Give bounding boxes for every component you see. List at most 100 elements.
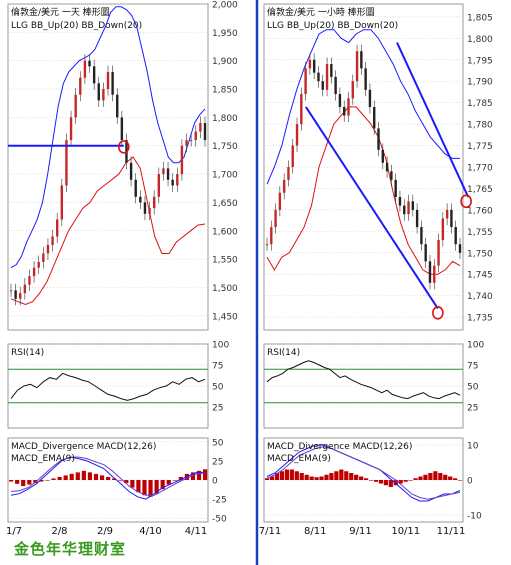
left-macd-hist-bar [160, 480, 165, 490]
right-price-candle-body [385, 162, 389, 172]
right-macd-y-tick-label: 10 [467, 442, 479, 452]
left-price-y-tick-label: 1,950 [212, 29, 238, 39]
left-price-bb-up-line [10, 6, 206, 269]
right-price-candle-body [458, 244, 462, 253]
left-price-candle-body [69, 117, 73, 141]
left-price-y-tick-label: 1,450 [212, 312, 238, 322]
right-macd-hist-bar [294, 471, 299, 480]
left-price-candle-body [143, 202, 147, 214]
right-macd-hist-bar [448, 476, 453, 480]
right-price-y-tick-label: 1,765 [467, 185, 493, 195]
right-price-candle-body [450, 209, 453, 228]
left-macd-panel: 50 25 0 -25 -50 MACD_Divergence MACD(12,26) MA… [7, 437, 227, 525]
left-macd-hist-bar [39, 480, 44, 482]
left-x-tick-label: 4/10 [139, 526, 161, 537]
right-macd-hist-bar [423, 474, 428, 480]
left-price-y-tick-label: 1,900 [212, 57, 238, 67]
left-macd-hist-bar [99, 475, 105, 480]
left-macd-hist-bar [33, 480, 38, 484]
right-price-candle-body [437, 239, 440, 266]
left-price-candle-body [79, 77, 82, 95]
right-price-y-tick-label: 1,785 [467, 99, 493, 109]
right-macd-hist-bar [368, 480, 374, 481]
left-price-candle-body [92, 66, 96, 84]
right-macd-hist-bar [388, 480, 393, 487]
right-price-legend: LLG BB_Up(20) BB_Down(20) [267, 21, 398, 31]
right-macd-hist-bar [279, 471, 285, 480]
right-x-tick-label: 8/11 [304, 526, 326, 537]
left-price-candle-body [189, 140, 193, 142]
right-x-tick-label: 10/11 [391, 526, 420, 537]
left-price-candle-body [28, 276, 31, 285]
left-macd-hist-bar [178, 476, 183, 480]
left-price-y-tick-label: 1,650 [212, 199, 238, 209]
left-price-candle-body [134, 179, 137, 197]
right-price-candle-body [291, 145, 294, 167]
right-price-highlight-circle [460, 194, 472, 209]
right-macd-hist-bar [403, 480, 408, 482]
right-price-y-tick-label: 1,775 [467, 142, 493, 152]
right-price-candle-body [325, 64, 329, 90]
right-price-candle-body [334, 76, 337, 95]
left-price-candle-body [152, 196, 156, 209]
right-price-candle-body [343, 106, 346, 116]
left-macd-hist-bar [21, 480, 26, 487]
right-rsi-y-tick-label: 50 [467, 383, 479, 393]
right-price-candle-body [368, 89, 372, 107]
right-price-candle-body [420, 227, 423, 245]
left-price-candle-body [55, 219, 59, 237]
right-rsi-y-tick-label: 25 [467, 404, 478, 414]
left-x-tick-label: 1/7 [6, 526, 22, 537]
left-macd-macd-line [10, 456, 205, 500]
left-price-candle-body [42, 253, 45, 262]
right-price-candle-body [398, 197, 402, 206]
right-price-bb-up-line [266, 29, 460, 185]
left-macd-hist-bar [148, 480, 153, 497]
right-macd-hist-bar [304, 474, 309, 480]
right-price-candle-body [424, 244, 427, 262]
right-macd-hist-bar [349, 473, 354, 480]
right-price-candle-body [300, 94, 303, 125]
right-macd-hist-bar [274, 473, 280, 480]
left-macd-title: MACD_Divergence MACD(12,26) [11, 442, 156, 452]
right-price-candle-body [308, 59, 312, 69]
right-macd-panel: 10 0 -10 MACD_Divergence MACD(12,26) MACD_EM… [263, 437, 482, 523]
right-price-y-tick-label: 1,750 [467, 249, 493, 259]
left-price-candle-body [162, 168, 165, 175]
left-price-candle-body [176, 174, 179, 186]
right-macd-hist-bar [408, 480, 413, 481]
right-macd-hist-bar [359, 476, 364, 480]
right-price-candle-body [445, 209, 449, 219]
left-macd-hist-bar [136, 480, 141, 493]
right-price-candle-body [433, 265, 436, 283]
left-price-y-tick-label: 1,850 [212, 86, 238, 96]
left-macd-hist-bar [75, 472, 80, 480]
left-price-candle-body [116, 94, 119, 118]
right-price-candle-body [278, 192, 282, 210]
left-macd-y-tick-label: -50 [212, 515, 227, 525]
left-price-candle-body [74, 94, 77, 118]
right-macd-hist-bar [453, 478, 458, 480]
left-macd-hist-bar [15, 480, 20, 484]
right-x-tick-label: 9/11 [349, 526, 371, 537]
left-x-axis-labels: 1/7 2/8 2/9 4/10 4/11 [6, 526, 207, 537]
right-macd-hist-bar [393, 480, 398, 486]
left-price-candle-body [203, 123, 207, 141]
right-x-axis-labels: 7/11 8/11 9/11 10/11 11/11 [259, 526, 466, 537]
right-macd-hist-bar [329, 473, 334, 480]
left-macd-y-tick-label: 50 [212, 438, 224, 448]
right-macd-ema-line [266, 446, 461, 500]
right-rsi-rsi-line [266, 360, 461, 400]
right-macd-hist-bar [433, 471, 438, 480]
right-price-y-tick-label: 1,735 [467, 314, 493, 324]
right-macd-hist-bar [428, 473, 433, 480]
right-price-candle-body [351, 81, 354, 99]
left-rsi-y-tick-label: 25 [212, 404, 223, 414]
right-price-candle-body [454, 227, 457, 245]
left-price-y-tick-label: 1,600 [212, 227, 238, 237]
right-macd-hist-bar [443, 474, 448, 480]
right-price-trendline [396, 42, 470, 198]
left-price-candle-body [139, 196, 142, 203]
right-price-y-tick-label: 1,780 [467, 121, 493, 131]
